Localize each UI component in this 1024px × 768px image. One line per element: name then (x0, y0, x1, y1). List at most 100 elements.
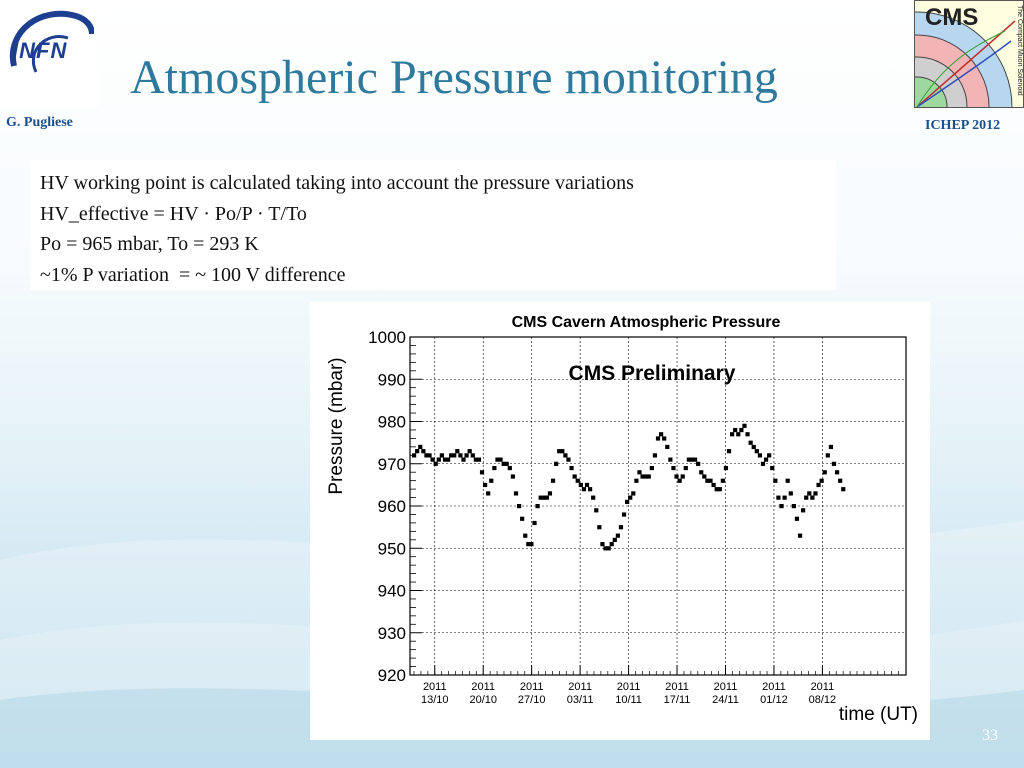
data-point (723, 465, 729, 471)
data-point (659, 432, 664, 437)
data-point (510, 474, 516, 479)
data-point (760, 461, 766, 466)
data-point (699, 470, 704, 475)
data-point (733, 427, 738, 433)
data-point (597, 525, 602, 530)
x-axis-ticks: 201113/10201120/10201127/10201103/112011… (413, 665, 899, 706)
data-point (467, 449, 472, 454)
data-point (412, 453, 417, 458)
y-tick-label: 920 (378, 666, 406, 685)
data-point (714, 487, 719, 492)
data-point (461, 457, 466, 462)
data-point (578, 482, 583, 488)
cms-logo-text: CMS (925, 4, 979, 31)
data-point (683, 465, 688, 471)
data-point (464, 453, 469, 458)
data-point (603, 546, 608, 551)
data-point (834, 470, 840, 475)
y-tick-label: 980 (378, 413, 406, 432)
x-tick-date: 08/12 (809, 694, 837, 706)
data-point (785, 478, 790, 483)
data-point (649, 465, 654, 471)
data-point (634, 478, 639, 483)
x-tick-date: 10/11 (615, 694, 642, 706)
data-point (501, 461, 506, 466)
x-tick-date: 20/10 (469, 694, 497, 706)
data-point (449, 453, 454, 458)
data-point (560, 449, 565, 454)
data-point (797, 533, 803, 538)
data-point (594, 508, 599, 513)
data-point (433, 461, 438, 466)
data-point (621, 512, 627, 517)
data-point (424, 453, 429, 458)
data-point (751, 444, 756, 450)
data-point (483, 482, 488, 488)
data-point (455, 449, 460, 454)
data-point (838, 478, 843, 483)
data-point (720, 478, 725, 483)
data-point (665, 444, 670, 450)
data-point (572, 474, 577, 479)
x-tick-year: 2011 (811, 681, 835, 693)
data-point (831, 461, 837, 466)
data-point (520, 516, 525, 521)
x-tick-year: 2011 (568, 681, 592, 693)
data-point (526, 542, 531, 547)
y-tick-label: 930 (378, 624, 406, 643)
data-point (591, 495, 596, 500)
data-point (813, 491, 818, 496)
conference-name: ICHEP 2012 (925, 118, 1001, 133)
data-point (476, 457, 482, 462)
chart-title: CMS Cavern Atmospheric Pressure (512, 314, 781, 331)
data-point (810, 495, 815, 500)
x-tick-date: 27/10 (518, 694, 546, 706)
data-point (668, 457, 673, 462)
data-point (470, 453, 475, 458)
data-point (421, 449, 426, 454)
page-number: 33 (982, 727, 998, 744)
x-axis-label: time (UT) (839, 704, 918, 725)
data-point (652, 453, 658, 458)
cms-logo-subtitle: The Compact Muon Solenoid (1016, 5, 1023, 96)
x-tick-date: 17/11 (664, 694, 691, 706)
data-point (782, 495, 787, 500)
data-point (547, 491, 553, 496)
data-point (739, 427, 744, 433)
data-point (841, 487, 846, 492)
data-point (550, 478, 556, 483)
data-point (495, 457, 500, 462)
data-point (415, 449, 420, 454)
data-point (504, 461, 509, 466)
data-point (640, 474, 645, 479)
y-axis-label: Pressure (mbar) (326, 357, 347, 494)
data-point (618, 525, 624, 530)
data-point (523, 533, 528, 538)
data-point (458, 453, 463, 458)
data-point (646, 474, 651, 479)
data-point (705, 478, 710, 483)
data-point (828, 444, 834, 450)
data-point (696, 461, 701, 466)
data-point (711, 482, 716, 488)
data-point (557, 449, 562, 454)
data-point (807, 491, 812, 496)
data-point (671, 465, 676, 471)
data-point (430, 457, 435, 462)
data-point (615, 533, 620, 538)
x-tick-year: 2011 (520, 681, 544, 693)
data-point (748, 440, 753, 445)
data-point (791, 504, 796, 509)
data-point (773, 478, 778, 483)
y-tick-label: 960 (378, 497, 406, 516)
data-point (674, 474, 679, 479)
data-point (486, 491, 491, 496)
data-point (801, 508, 806, 513)
data-point (513, 491, 519, 496)
body-line-1: HV working point is calculated taking in… (40, 172, 634, 194)
y-tick-label: 970 (378, 455, 406, 474)
data-point (516, 504, 522, 509)
data-point (418, 444, 423, 450)
body-line-2: HV_effective = HV · Po/P · T/To (40, 202, 307, 225)
data-point (498, 457, 503, 462)
